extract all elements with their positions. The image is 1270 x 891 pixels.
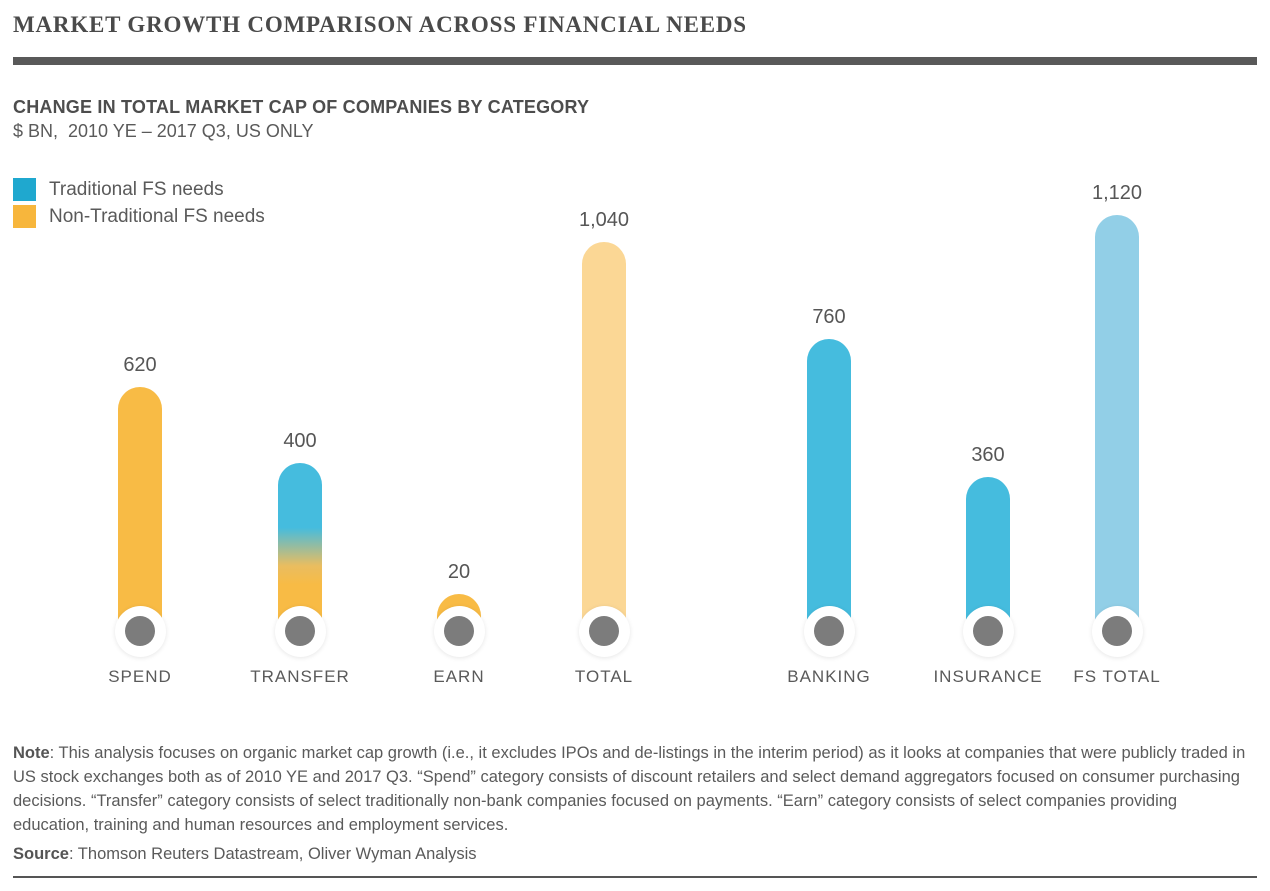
note-label: Note [13, 744, 50, 762]
source-text: Source: Thomson Reuters Datastream, Oliv… [13, 845, 477, 864]
bar-value-label: 360 [971, 444, 1005, 466]
bar-value-label: 400 [283, 430, 317, 452]
chart-legend: Traditional FS needs Non-Traditional FS n… [13, 176, 265, 230]
legend-label: Traditional FS needs [49, 178, 224, 200]
page-title: MARKET GROWTH COMPARISON ACROSS FINANCIA… [13, 12, 747, 37]
legend-swatch-icon [13, 178, 36, 201]
bar-base-dot [1102, 616, 1132, 646]
bar-value-label: 1,040 [578, 209, 630, 231]
bar-category-label: TRANSFER [250, 667, 350, 686]
chart-title: CHANGE IN TOTAL MARKET CAP OF COMPANIES … [13, 97, 590, 117]
bar-value-label: 760 [812, 306, 846, 328]
legend-label: Non-Traditional FS needs [49, 205, 265, 227]
bar-base-dot [973, 616, 1003, 646]
bar-banking [807, 339, 851, 653]
bar-base-dot [814, 616, 844, 646]
bar-category-label: INSURANCE [933, 667, 1043, 686]
bar-base-dot [125, 616, 155, 646]
legend-swatch-icon [13, 205, 36, 228]
bar-total [582, 242, 626, 653]
bar-value-label: 20 [447, 561, 471, 583]
bar-fs-total [1095, 215, 1139, 653]
bar-category-label: EARN [433, 667, 485, 686]
note-body: : This analysis focuses on organic marke… [13, 744, 1246, 835]
bar-category-label: FS TOTAL [1073, 667, 1161, 686]
legend-item: Non-Traditional FS needs [13, 203, 265, 230]
title-divider-rule [13, 57, 1257, 65]
bar-base-dot [444, 616, 474, 646]
source-label: Source [13, 845, 69, 863]
bar-category-label: BANKING [787, 667, 871, 686]
source-body: : Thomson Reuters Datastream, Oliver Wym… [68, 845, 477, 863]
bar-value-label: 620 [123, 354, 157, 376]
note-text: Note: This analysis focuses on organic m… [13, 741, 1256, 837]
bar-base-dot [285, 616, 315, 646]
chart-subtitle: $ BN, 2010 YE – 2017 Q3, US ONLY [13, 121, 314, 141]
bottom-divider-rule [13, 876, 1257, 878]
bar-value-label: 1,120 [1091, 182, 1143, 204]
bar-category-label: SPEND [108, 667, 172, 686]
bar-base-dot [589, 616, 619, 646]
legend-item: Traditional FS needs [13, 176, 265, 203]
bar-category-label: TOTAL [574, 667, 634, 686]
